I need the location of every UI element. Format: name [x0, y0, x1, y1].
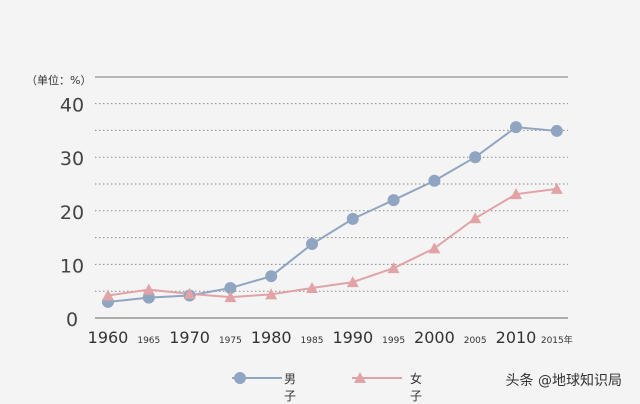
- data-point-female: [550, 182, 563, 194]
- watermark: 头条 @地球知识局: [505, 373, 622, 389]
- grid-lines: [95, 76, 568, 319]
- data-point-female: [306, 281, 318, 293]
- series-lines: [107, 126, 557, 303]
- legend: 男子 女子: [0, 368, 640, 403]
- x-tick-label: 1970: [169, 328, 210, 347]
- data-point-female: [510, 188, 522, 200]
- x-tick-label: 1965: [137, 336, 160, 346]
- y-tick-label: 30: [60, 148, 84, 170]
- legend-male-marker: [232, 372, 282, 384]
- series-line-male: [107, 126, 557, 303]
- data-point-female: [428, 242, 441, 254]
- data-point-female: [387, 262, 400, 274]
- data-point-male: [265, 270, 278, 283]
- data-point-male: [550, 124, 563, 137]
- data-point-male: [142, 291, 155, 304]
- x-tick-label: 1980: [251, 328, 292, 347]
- data-point-female: [265, 288, 278, 300]
- data-point-female: [346, 276, 359, 288]
- data-point-male: [510, 121, 522, 134]
- data-point-female: [142, 283, 155, 295]
- data-point-female: [469, 212, 482, 224]
- x-tick-label: 2010: [496, 328, 537, 347]
- x-tick-label: 2000: [414, 328, 455, 347]
- data-point-male: [224, 281, 237, 294]
- data-point-male: [469, 151, 482, 164]
- series-markers: [102, 121, 563, 308]
- data-point-female: [102, 289, 114, 301]
- data-point-female: [224, 291, 237, 303]
- y-axis-ticks: 0 10 20 30 40: [60, 95, 84, 331]
- data-point-male: [428, 174, 441, 187]
- y-tick-label: 0: [66, 309, 78, 331]
- x-tick-label: 1960: [88, 328, 129, 347]
- data-point-female: [183, 287, 196, 299]
- data-point-male: [306, 238, 318, 251]
- data-point-male: [346, 212, 359, 225]
- x-tick-label: 2015年: [541, 334, 573, 346]
- legend-label-male: 男子: [284, 372, 297, 403]
- unit-label: （单位：%）: [26, 73, 91, 87]
- x-tick-label: 1995: [382, 336, 405, 346]
- data-point-male: [387, 194, 400, 207]
- legend-label-female: 女子: [410, 372, 423, 403]
- y-tick-label: 10: [60, 255, 84, 277]
- x-axis-ticks: 1960 1965 1970 1975 1980 1985 1990 1995 2000 2005…: [88, 328, 573, 347]
- x-tick-label: 2005: [464, 336, 487, 346]
- x-tick-label: 1975: [219, 336, 242, 346]
- y-tick-label: 20: [60, 202, 84, 224]
- y-tick-label: 40: [60, 95, 84, 117]
- legend-female-marker: [352, 372, 402, 383]
- series-line-female: [107, 187, 557, 299]
- x-tick-label: 1985: [301, 336, 324, 346]
- legend-item-female: 女子: [352, 368, 422, 403]
- x-tick-label: 1990: [332, 328, 373, 347]
- legend-item-male: 男子: [232, 368, 296, 403]
